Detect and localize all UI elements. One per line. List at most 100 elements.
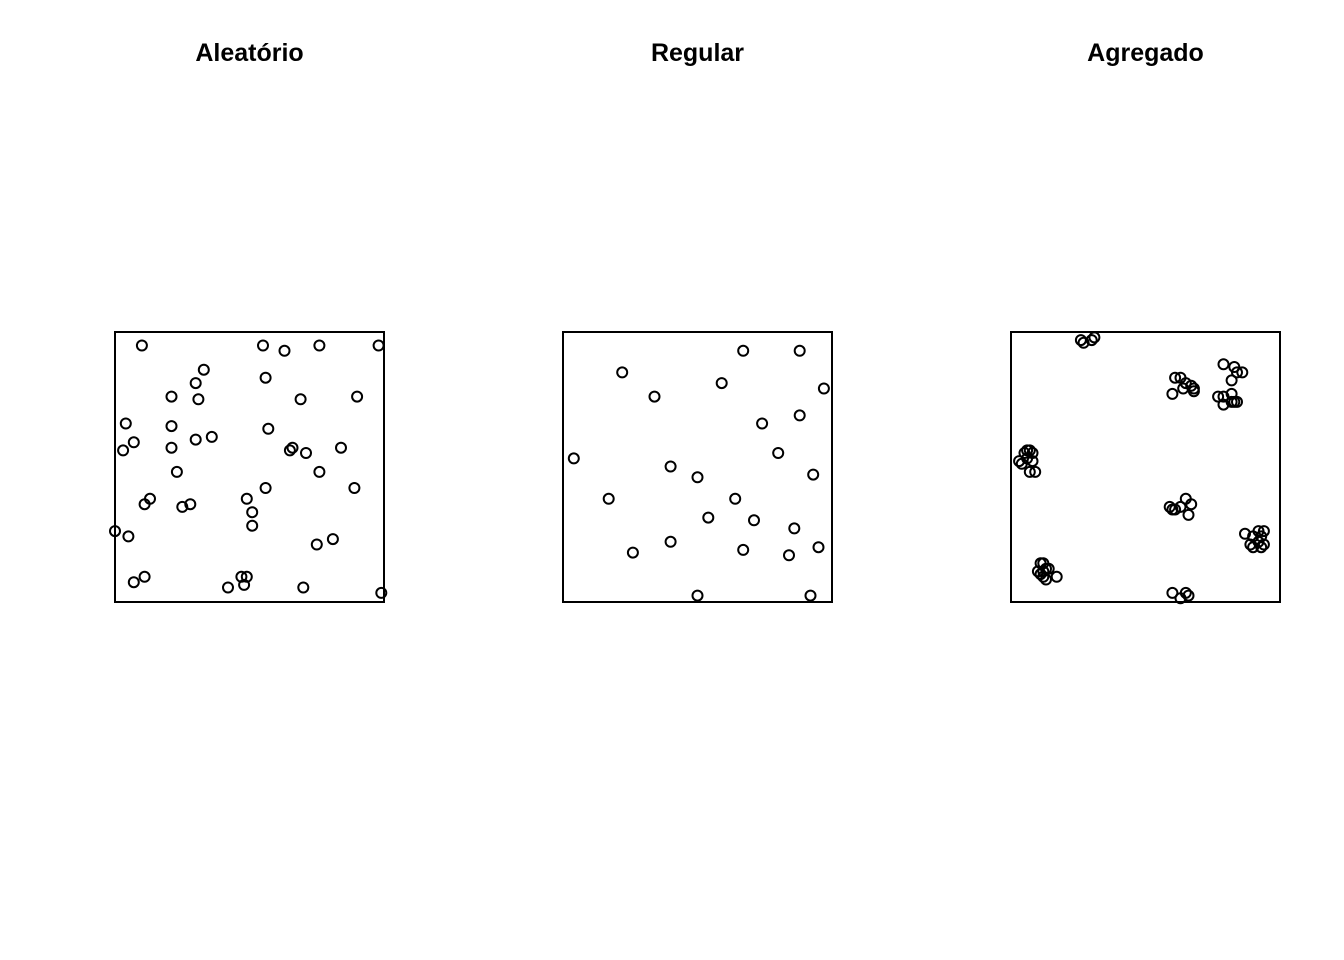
data-point — [1042, 562, 1055, 575]
data-point — [748, 514, 760, 527]
data-point — [1212, 390, 1225, 403]
data-point — [189, 377, 202, 390]
data-point — [283, 444, 296, 457]
data-point — [165, 390, 178, 403]
data-point — [165, 420, 178, 433]
data-point — [122, 530, 135, 543]
points-group — [109, 339, 388, 599]
data-point — [326, 533, 339, 546]
data-point — [807, 468, 820, 481]
data-point — [246, 506, 259, 519]
data-point — [235, 570, 248, 583]
data-point — [691, 471, 704, 484]
data-point — [664, 460, 677, 473]
data-point — [117, 444, 130, 457]
data-point — [567, 452, 580, 465]
data-point — [772, 447, 785, 459]
data-point — [1023, 465, 1036, 478]
data-point — [602, 492, 615, 505]
data-point — [165, 441, 178, 454]
data-point — [1239, 527, 1251, 540]
data-point — [1217, 358, 1230, 371]
data-point — [648, 390, 661, 403]
data-point — [1026, 455, 1039, 468]
data-point — [1166, 387, 1179, 400]
data-point — [1182, 589, 1195, 602]
data-point — [1074, 334, 1087, 347]
data-point — [1179, 586, 1192, 599]
data-point — [1252, 535, 1265, 548]
panel-aleatorio: Aleatório — [109, 39, 388, 603]
data-point — [286, 441, 299, 454]
data-point — [127, 576, 140, 589]
data-point — [729, 492, 742, 505]
data-point — [109, 525, 121, 538]
data-point — [135, 339, 148, 352]
data-point — [702, 511, 715, 524]
data-point — [372, 339, 385, 352]
data-point — [1169, 371, 1182, 384]
data-point — [240, 492, 253, 505]
data-point — [737, 344, 750, 357]
data-point — [176, 500, 189, 513]
data-point — [788, 522, 801, 535]
data-point — [1050, 570, 1063, 583]
data-point — [1029, 465, 1042, 478]
data-point — [626, 546, 639, 559]
data-point — [259, 371, 272, 384]
data-point — [189, 433, 202, 446]
data-point — [184, 498, 197, 511]
data-point — [1037, 570, 1050, 583]
data-point — [257, 339, 269, 352]
data-point — [691, 589, 704, 602]
data-point — [1225, 387, 1238, 400]
data-point — [348, 482, 361, 494]
data-point — [812, 541, 825, 554]
data-point — [313, 465, 326, 478]
data-point — [119, 417, 132, 430]
data-point — [1088, 331, 1101, 344]
data-point — [1225, 395, 1238, 408]
data-point — [375, 586, 388, 599]
panel-agregado: Agregado — [1010, 39, 1281, 605]
data-point — [294, 393, 307, 406]
data-point — [1085, 334, 1098, 347]
data-point — [1034, 568, 1047, 581]
data-point — [783, 549, 795, 562]
data-point — [1174, 500, 1187, 513]
data-point — [817, 382, 830, 395]
data-point — [1013, 455, 1026, 468]
points-group — [1013, 331, 1270, 605]
data-point — [138, 498, 151, 511]
data-point — [1166, 586, 1179, 599]
data-point — [664, 535, 677, 548]
data-point — [616, 366, 629, 379]
data-point — [804, 589, 817, 602]
data-point — [240, 570, 253, 583]
data-point — [310, 538, 323, 551]
panel-title: Aleatório — [195, 39, 303, 67]
data-point — [127, 436, 140, 449]
data-point — [1244, 538, 1257, 551]
data-point — [756, 417, 769, 430]
data-point — [1225, 374, 1238, 387]
data-point — [1015, 457, 1028, 470]
data-point — [793, 409, 806, 422]
data-point — [1236, 366, 1249, 379]
plot-frame — [1010, 331, 1281, 603]
data-point — [1217, 390, 1230, 403]
data-point — [1077, 336, 1090, 349]
data-point — [1182, 508, 1195, 521]
data-point — [259, 482, 272, 494]
panel-title: Agregado — [1087, 39, 1204, 67]
data-point — [262, 422, 275, 435]
plot-frame — [562, 331, 833, 603]
data-point — [1231, 366, 1243, 379]
data-point — [335, 441, 347, 454]
data-point — [793, 344, 806, 357]
panel-title: Regular — [651, 39, 744, 67]
data-point — [238, 578, 251, 591]
data-point — [300, 447, 312, 459]
data-point — [170, 465, 183, 478]
